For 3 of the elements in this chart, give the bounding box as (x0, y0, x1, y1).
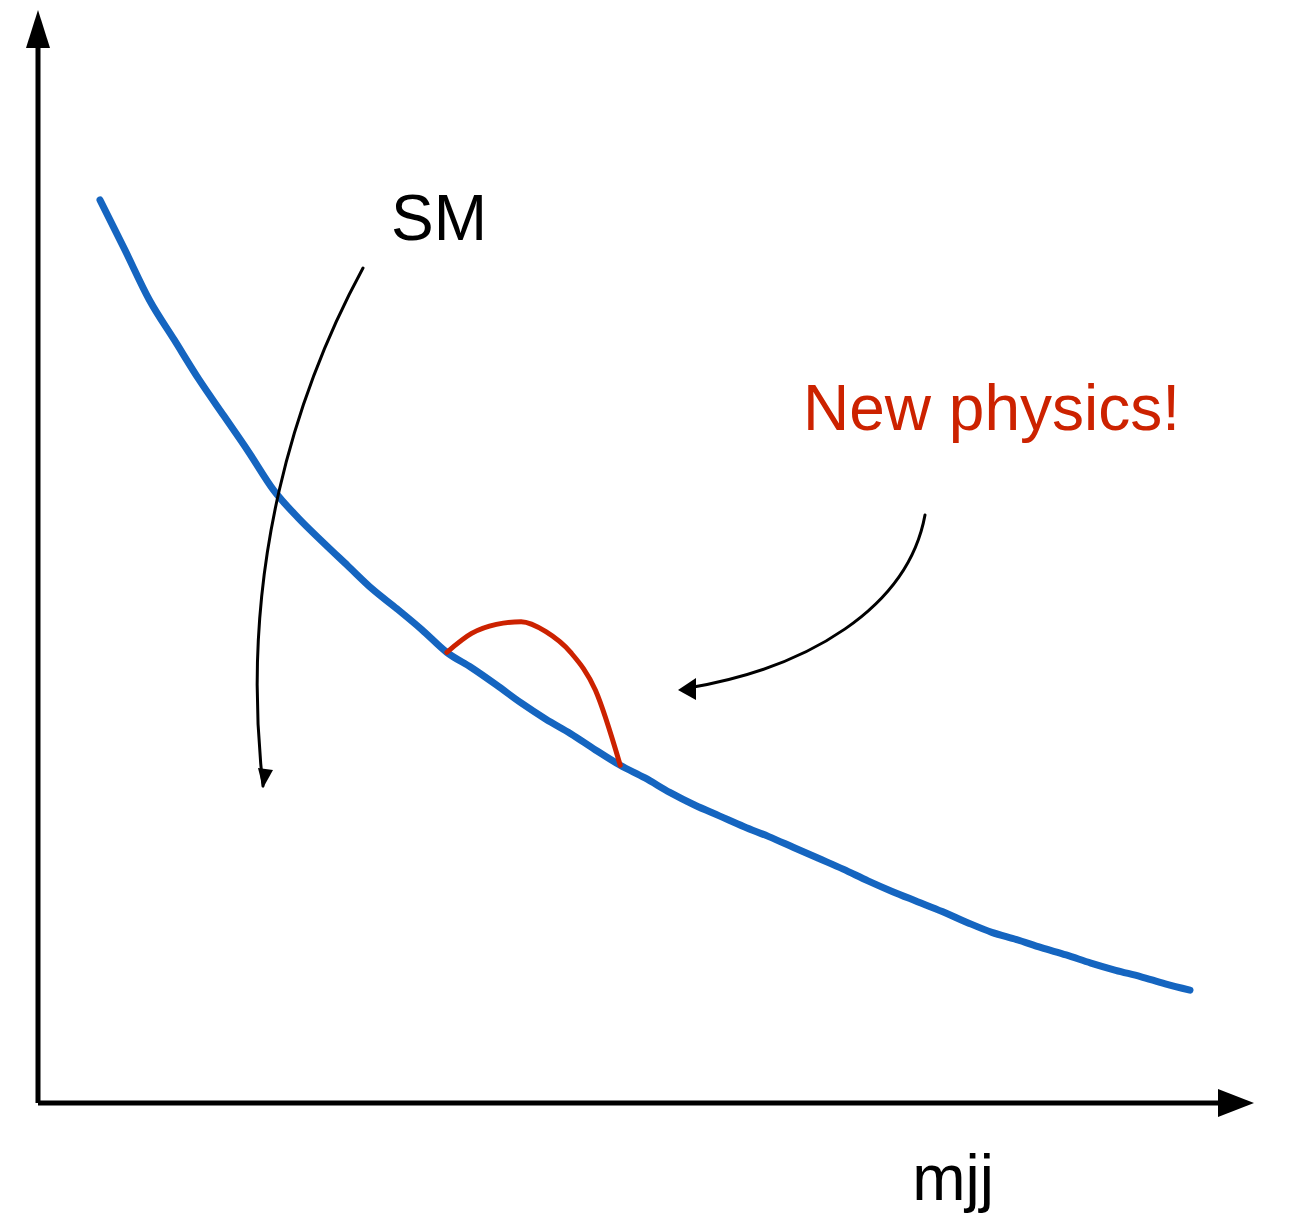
x-axis-title: mjj (912, 1142, 994, 1214)
annotation: SM (391, 182, 487, 254)
text: New physics! (803, 372, 1180, 444)
